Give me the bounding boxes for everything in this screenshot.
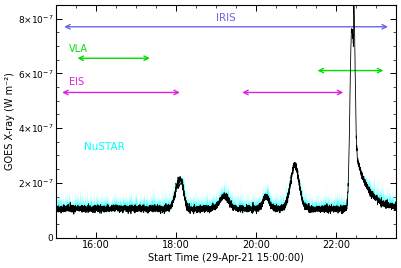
Text: IRIS: IRIS [216,13,236,23]
Text: NuSTAR: NuSTAR [84,142,125,152]
Text: VLA: VLA [69,44,88,54]
X-axis label: Start Time (29-Apr-21 15:00:00): Start Time (29-Apr-21 15:00:00) [148,253,304,263]
Text: EIS: EIS [69,77,85,87]
Y-axis label: GOES X-ray (W m⁻²): GOES X-ray (W m⁻²) [5,72,15,170]
